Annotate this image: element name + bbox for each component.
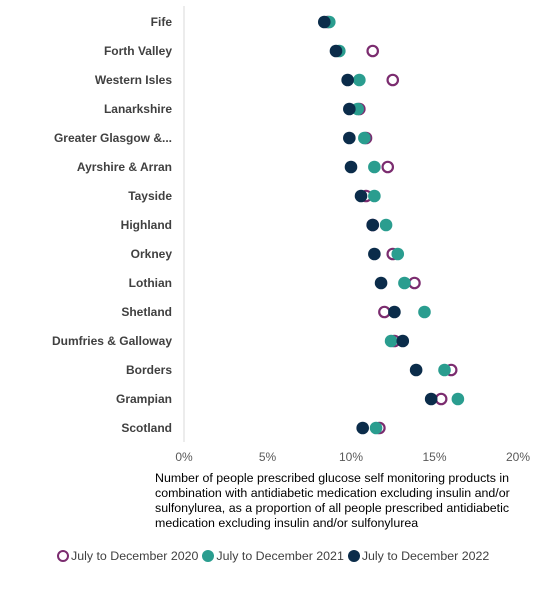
data-point-2021-dumfries-galloway	[384, 334, 398, 348]
x-tick-label: 15%	[422, 450, 446, 464]
category-label-orkney: Orkney	[131, 247, 173, 261]
data-point-2022-scotland	[356, 421, 369, 435]
legend-marker-2021	[202, 550, 215, 562]
data-point-2020-lothian	[408, 276, 421, 290]
data-point-2021-highland	[379, 218, 393, 232]
chart-plot: Fife Forth Valley Western Isles Lanarkshire…	[52, 6, 530, 464]
category-label-grampian: Grampian	[116, 392, 172, 406]
x-tick-label: 10%	[339, 450, 363, 464]
data-point-2022-dumfries-galloway	[396, 334, 410, 348]
data-point-2021-lothian	[398, 276, 411, 290]
x-tick-label: 0%	[175, 450, 193, 464]
data-point-2022-ayrshire-arran	[344, 160, 358, 174]
category-label-lanarkshire: Lanarkshire	[104, 102, 172, 116]
legend-item-2020: July to December 2020	[57, 549, 198, 563]
data-point-2020-grampian	[434, 392, 448, 406]
category-label-highland: Highland	[121, 218, 172, 232]
data-point-2021-ayrshire-arran	[368, 160, 381, 174]
data-point-2020-shetland	[378, 305, 391, 319]
data-point-2022-western-isles	[341, 73, 354, 87]
category-label-borders: Borders	[126, 363, 172, 377]
data-point-2022-borders	[409, 363, 423, 377]
category-label-lothian: Lothian	[129, 276, 172, 290]
data-point-2022-fife	[317, 15, 331, 29]
category-label-dumfries-galloway: Dumfries & Galloway	[52, 334, 172, 348]
data-point-2022-forth-valley	[329, 44, 343, 58]
data-point-2021-greater-glasgow	[358, 131, 371, 145]
legend-label-2020: July to December 2020	[71, 549, 199, 563]
data-point-2021-scotland	[369, 421, 383, 435]
data-point-2022-shetland	[388, 305, 401, 319]
data-point-2021-borders	[438, 363, 451, 377]
data-point-2020-western-isles	[386, 73, 400, 87]
category-label-ayrshire-arran: Ayrshire & Arran	[77, 160, 172, 174]
legend-marker-2022	[347, 550, 360, 562]
data-point-2021-orkney	[391, 247, 405, 261]
data-point-2022-greater-glasgow	[343, 131, 356, 145]
category-label-western-isles: Western Isles	[95, 73, 172, 87]
data-point-2021-grampian	[451, 392, 465, 406]
category-labels: Fife Forth Valley Western Isles Lanarkshire…	[52, 15, 172, 435]
legend-item-2022: July to December 2022	[347, 549, 490, 563]
data-point-2022-orkney	[368, 247, 381, 261]
category-label-shetland: Shetland	[121, 305, 172, 319]
data-point-2021-western-isles	[353, 73, 366, 87]
category-label-scotland: Scotland	[121, 421, 172, 435]
x-tick-labels: 0% 5% 10% 15% 20%	[175, 450, 530, 464]
data-point-2020-forth-valley	[366, 44, 380, 58]
legend: July to December 2020 July to December 2…	[57, 547, 493, 565]
legend-label-2022: July to December 2022	[361, 549, 490, 563]
legend-marker-2020	[57, 550, 69, 562]
data-point-2022-tayside	[354, 189, 368, 203]
legend-label-2021: July to December 2021	[216, 549, 344, 563]
data-point-2022-highland	[366, 218, 380, 232]
category-label-forth-valley: Forth Valley	[104, 44, 172, 58]
data-point-2021-shetland	[418, 305, 431, 319]
data-point-2022-lanarkshire	[343, 102, 356, 116]
data-point-2022-lothian	[374, 276, 388, 290]
legend-item-2021: July to December 2021	[202, 549, 344, 563]
data-point-2021-tayside	[368, 189, 381, 203]
data-point-2020-ayrshire-arran	[381, 160, 395, 174]
data-points	[317, 15, 465, 435]
category-label-tayside: Tayside	[128, 189, 172, 203]
data-point-2022-grampian	[424, 392, 438, 406]
category-label-greater-glasgow: Greater Glasgow &...	[54, 131, 172, 145]
x-axis-title: Number of people prescribed glucose self…	[155, 471, 510, 530]
x-tick-label: 20%	[506, 450, 530, 464]
category-label-fife: Fife	[151, 15, 173, 29]
x-tick-label: 5%	[259, 450, 277, 464]
